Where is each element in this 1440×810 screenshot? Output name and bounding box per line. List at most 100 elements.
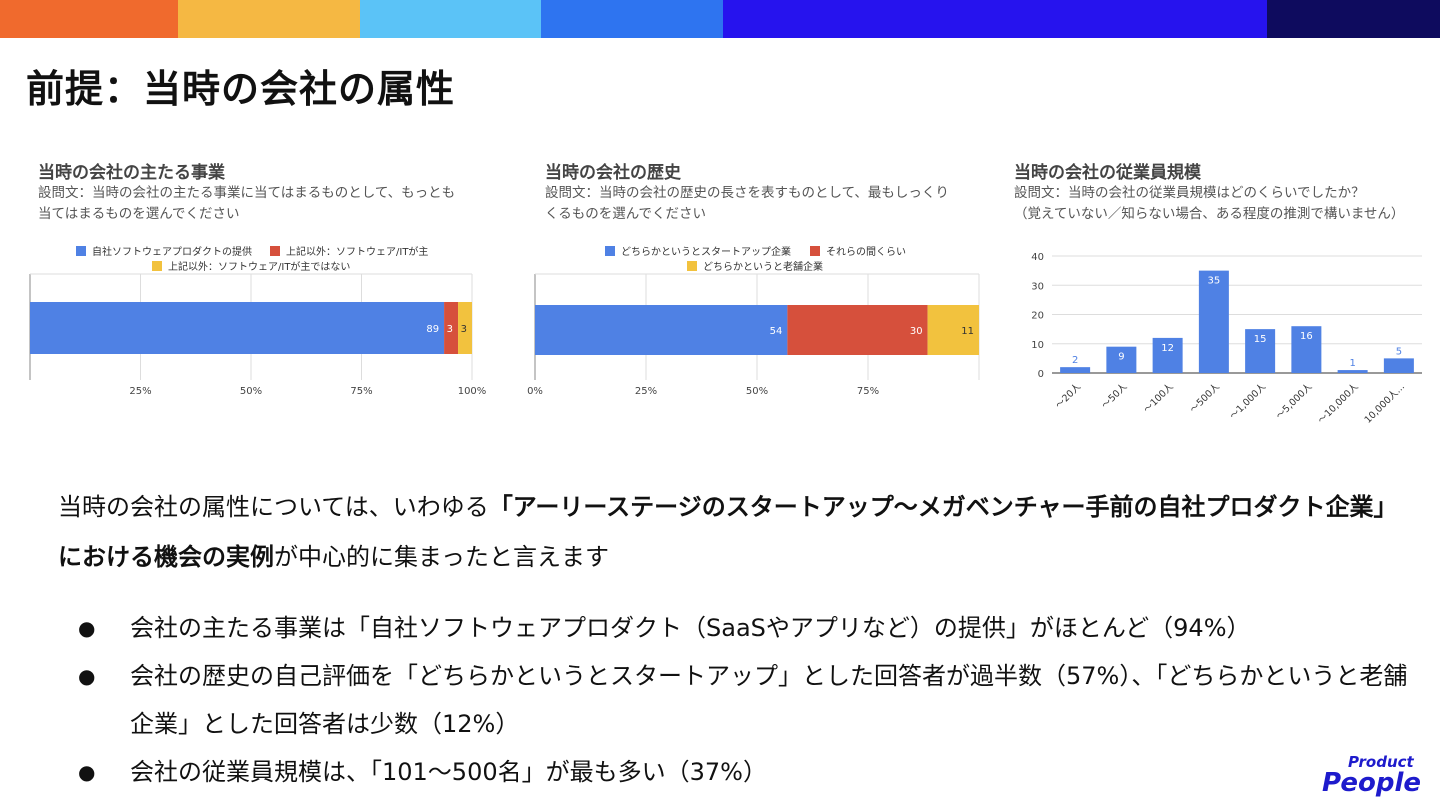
data-label: 3 <box>447 324 453 335</box>
band-segment <box>178 0 360 38</box>
history-chart-question: 設問文：当時の会社の歴史の長さを表すものとして、最もしっくり くるものを選んでく… <box>545 183 949 225</box>
data-label: 35 <box>1208 276 1221 287</box>
summary-emphasis: 「アーリーステージのスタートアップ〜メガベンチャー手前の自社プロダクト企業」にお… <box>58 493 1398 571</box>
y-tick-label: 20 <box>1031 311 1044 322</box>
list-item: ● 会社の歴史の自己評価を「どちらかというとスタートアップ」とした回答者が過半数（… <box>78 652 1408 748</box>
summary-text: 当時の会社の属性については、いわゆる「アーリーステージのスタートアップ〜メガベン… <box>58 482 1418 582</box>
y-tick-label: 0 <box>1038 369 1044 380</box>
legend-label: どちらかというとスタートアップ企業 <box>621 245 791 258</box>
legend-swatch <box>605 246 615 256</box>
logo-line2: People <box>1322 768 1421 798</box>
business-chart-title: 当時の会社の主たる事業 <box>38 163 225 183</box>
band-segment <box>360 0 541 38</box>
bar <box>1198 270 1229 373</box>
legend-swatch <box>270 246 280 256</box>
data-label: 2 <box>1072 355 1078 366</box>
x-tick-label: 〜100人 <box>1142 381 1176 415</box>
business-stacked-bar-chart: 89 3 325% 50% 75% 100%自社ソフトウェアプロダクトの提供 上記以外：ソフ… <box>29 245 487 397</box>
list-item-text: 会社の歴史の自己評価を「どちらかというとスタートアップ」とした回答者が過半数（5… <box>130 662 1408 738</box>
employees-chart-title: 当時の会社の従業員規模 <box>1014 163 1201 183</box>
employees-chart-question: 設問文：当時の会社の従業員規模はどのくらいでしたか？ （覚えていない／知らない場… <box>1014 183 1404 225</box>
legend-swatch <box>152 261 162 271</box>
question-line: （覚えていない／知らない場合、ある程度の推測で構いません） <box>1014 206 1405 222</box>
bar <box>1106 346 1137 373</box>
legend-label: それらの間くらい <box>826 246 906 258</box>
question-line: 設問文：当時の会社の従業員規模はどのくらいでしたか？ <box>1014 185 1365 201</box>
data-label: 9 <box>1118 352 1124 363</box>
x-tick-label: 50% <box>240 386 262 397</box>
legend-label: 上記以外：ソフトウェア/ITが主 <box>286 245 428 258</box>
question-line: くるものを選んでください <box>545 206 707 222</box>
x-tick-label: 100% <box>458 386 487 397</box>
data-label: 16 <box>1300 331 1313 342</box>
band-segment <box>541 0 723 38</box>
business-chart-question: 設問文：当時の会社の主たる事業に当てはまるものとして、もっとも 当てはまるものを… <box>38 183 455 225</box>
bar-segment <box>458 302 472 354</box>
band-segment <box>723 0 1267 38</box>
bar-segment <box>535 305 788 355</box>
x-tick-label: 75% <box>857 386 879 397</box>
data-label: 54 <box>770 326 783 337</box>
finding-list: ● 会社の主たる事業は「自社ソフトウェアプロダクト（SaaSやアプリなど）の提供」… <box>78 604 1408 796</box>
bar <box>1060 367 1091 373</box>
legend-label: 上記以外：ソフトウェア/ITが主ではない <box>168 260 350 273</box>
data-label: 30 <box>910 326 923 337</box>
bar <box>1337 370 1368 373</box>
x-tick-label: 〜500人 <box>1188 381 1222 415</box>
x-tick-label: 〜5,000人 <box>1274 381 1315 422</box>
product-people-logo: Product People <box>1322 753 1421 798</box>
x-tick-label: 25% <box>635 386 657 397</box>
x-tick-label: 〜10,000人 <box>1316 381 1361 426</box>
list-item-text: 会社の従業員規模は、「101〜500名」が最も多い（37%） <box>130 758 767 786</box>
bar <box>1291 326 1322 373</box>
legend-swatch <box>687 261 697 271</box>
data-label: 1 <box>1349 358 1355 369</box>
bar-segment <box>30 302 445 354</box>
list-item: ● 会社の従業員規模は、「101〜500名」が最も多い（37%） <box>78 748 1408 796</box>
data-label: 5 <box>1396 346 1402 357</box>
summary-post: が中心的に集まったと言えます <box>274 543 610 571</box>
question-line: 設問文：当時の会社の主たる事業に当てはまるものとして、もっとも <box>38 185 456 201</box>
color-band <box>0 0 1440 38</box>
data-label: 89 <box>426 324 439 335</box>
legend-label: どちらかというと老舗企業 <box>703 260 823 273</box>
x-tick-label: 75% <box>350 386 372 397</box>
legend-label: 自社ソフトウェアプロダクトの提供 <box>92 245 252 258</box>
x-tick-label: 〜1,000人 <box>1228 381 1269 422</box>
bar <box>1152 337 1183 373</box>
y-tick-label: 10 <box>1031 340 1044 351</box>
bar <box>1383 358 1414 373</box>
band-segment <box>1267 0 1440 38</box>
data-label: 11 <box>961 326 974 337</box>
page-title: 前提：当時の会社の属性 <box>26 67 456 111</box>
question-line: 当てはまるものを選んでください <box>38 206 240 222</box>
logo-line1: Product <box>1348 753 1415 771</box>
bullet-icon: ● <box>78 760 96 784</box>
x-tick-label: 〜50人 <box>1100 381 1130 411</box>
x-tick-label: 25% <box>129 386 151 397</box>
x-tick-label: 〜20人 <box>1053 381 1083 411</box>
list-item: ● 会社の主たる事業は「自社ソフトウェアプロダクト（SaaSやアプリなど）の提供」… <box>78 604 1408 652</box>
bar-segment <box>444 302 459 354</box>
history-chart-title: 当時の会社の歴史 <box>545 163 681 183</box>
legend-swatch <box>810 246 820 256</box>
summary-pre: 当時の会社の属性については、いわゆる <box>58 493 489 521</box>
legend-swatch <box>76 246 86 256</box>
x-tick-label: 50% <box>746 386 768 397</box>
y-tick-label: 30 <box>1031 281 1044 292</box>
bullet-icon: ● <box>78 664 96 688</box>
band-segment <box>0 0 178 38</box>
data-label: 3 <box>461 324 467 335</box>
x-tick-label: 10,000人... <box>1363 381 1407 425</box>
data-label: 12 <box>1161 343 1174 354</box>
bullet-icon: ● <box>78 616 96 640</box>
bar-segment <box>927 305 979 355</box>
employees-column-chart: 0102030402〜20人9〜50人12〜100人35〜500人15〜1,00… <box>1031 252 1422 426</box>
bar <box>1245 329 1276 373</box>
question-line: 設問文：当時の会社の歴史の長さを表すものとして、最もしっくり <box>545 185 949 201</box>
history-stacked-bar-chart: 54 30 11 0% 25% 50% 75% どちらかというとスタートアップ企業 それらの間く… <box>527 245 980 397</box>
data-label: 15 <box>1254 334 1267 345</box>
list-item-text: 会社の主たる事業は「自社ソフトウェアプロダクト（SaaSやアプリなど）の提供」が… <box>130 614 1251 642</box>
x-tick-label: 0% <box>527 386 543 397</box>
bar-segment <box>787 305 928 355</box>
